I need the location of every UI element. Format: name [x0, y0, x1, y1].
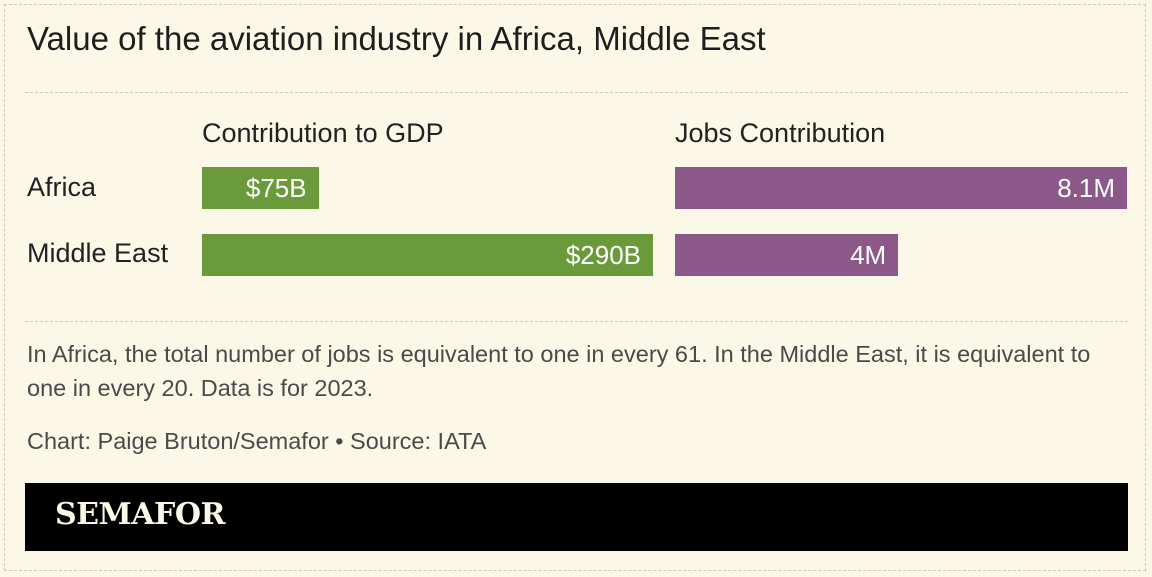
bar-jobs-middle-east: 4M: [675, 234, 899, 276]
bar-jobs-africa: 8.1M: [675, 167, 1127, 209]
chart-note: In Africa, the total number of jobs is e…: [27, 341, 1091, 401]
panel-header-gdp: Contribution to GDP: [202, 118, 444, 148]
bar-label-gdp-middle-east: $290B: [565, 239, 641, 270]
divider-bottom: [25, 321, 1128, 322]
chart-frame: [4, 4, 1146, 571]
chart-credit: Chart: Paige Bruton/Semafor • Source: IA…: [27, 428, 487, 454]
chart-title: Value of the aviation industry in Africa…: [27, 20, 766, 57]
bar-label-jobs-africa: 8.1M: [1057, 172, 1115, 203]
divider-top: [25, 92, 1128, 93]
brand-footer: SEMAFOR: [25, 483, 1128, 551]
category-label-africa: Africa: [27, 172, 97, 202]
bar-gdp-africa: $75B: [202, 167, 319, 209]
category-label-middle-east: Middle East: [27, 238, 169, 268]
semafor-logo: SEMAFOR: [55, 497, 225, 532]
bar-gdp-middle-east: $290B: [202, 234, 653, 276]
bar-label-gdp-africa: $75B: [245, 172, 307, 203]
bar-label-jobs-middle-east: 4M: [850, 239, 887, 270]
panel-header-jobs: Jobs Contribution: [675, 118, 886, 148]
